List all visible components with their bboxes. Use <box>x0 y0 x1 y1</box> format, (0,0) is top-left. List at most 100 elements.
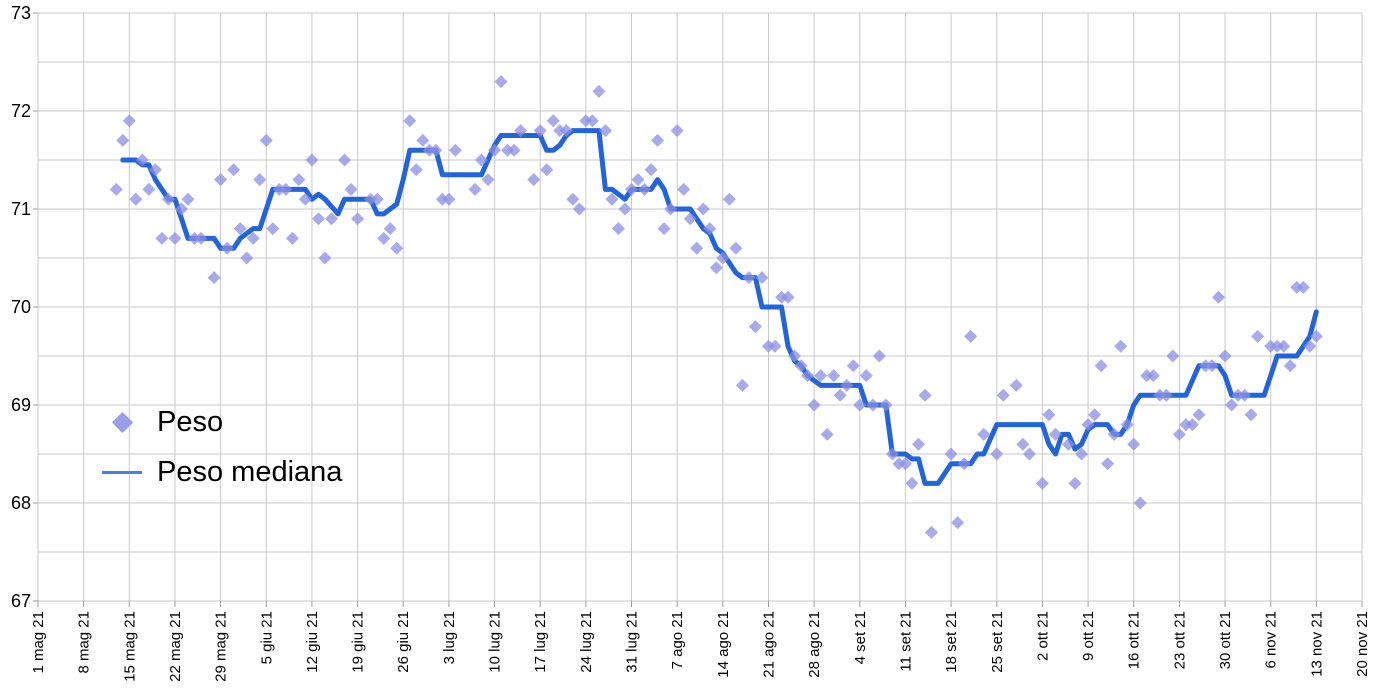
data-point-diamond[interactable] <box>422 143 436 157</box>
data-point-diamond[interactable] <box>338 153 352 167</box>
data-point-diamond[interactable] <box>324 212 338 226</box>
data-point-diamond[interactable] <box>1146 369 1160 383</box>
data-point-diamond[interactable] <box>1172 427 1186 441</box>
data-point-diamond[interactable] <box>481 173 495 187</box>
data-point-diamond[interactable] <box>161 192 175 206</box>
data-point-diamond[interactable] <box>1212 290 1226 304</box>
data-point-diamond[interactable] <box>383 222 397 236</box>
data-point-diamond[interactable] <box>1309 329 1323 343</box>
data-point-diamond[interactable] <box>598 124 612 138</box>
data-point-diamond[interactable] <box>129 192 143 206</box>
data-point-diamond[interactable] <box>1120 418 1134 432</box>
data-point-diamond[interactable] <box>742 271 756 285</box>
data-point-diamond[interactable] <box>644 163 658 177</box>
data-point-diamond[interactable] <box>253 173 267 187</box>
data-point-diamond[interactable] <box>1016 437 1030 451</box>
data-point-diamond[interactable] <box>1251 329 1265 343</box>
data-point-diamond[interactable] <box>116 133 130 147</box>
data-point-diamond[interactable] <box>1270 339 1284 353</box>
data-point-diamond[interactable] <box>494 75 508 89</box>
data-point-diamond[interactable] <box>1290 280 1304 294</box>
data-point-diamond[interactable] <box>951 516 965 530</box>
data-point-diamond[interactable] <box>1244 408 1258 422</box>
data-point-diamond[interactable] <box>311 212 325 226</box>
data-point-diamond[interactable] <box>585 114 599 128</box>
data-point-diamond[interactable] <box>625 182 639 196</box>
data-point-diamond[interactable] <box>1185 418 1199 432</box>
data-point-diamond[interactable] <box>1179 418 1193 432</box>
data-point-diamond[interactable] <box>540 163 554 177</box>
data-point-diamond[interactable] <box>1022 447 1036 461</box>
data-point-diamond[interactable] <box>1009 378 1023 392</box>
data-point-diamond[interactable] <box>292 173 306 187</box>
data-point-diamond[interactable] <box>690 241 704 255</box>
data-point-diamond[interactable] <box>214 173 228 187</box>
legend-item-peso-mediana[interactable]: Peso mediana <box>99 447 342 497</box>
data-point-diamond[interactable] <box>1140 369 1154 383</box>
data-point-diamond[interactable] <box>546 114 560 128</box>
data-point-diamond[interactable] <box>559 124 573 138</box>
data-point-diamond[interactable] <box>501 143 515 157</box>
data-point-diamond[interactable] <box>553 124 567 138</box>
data-point-diamond[interactable] <box>122 114 136 128</box>
data-point-diamond[interactable] <box>409 163 423 177</box>
data-point-diamond[interactable] <box>722 192 736 206</box>
data-point-diamond[interactable] <box>990 447 1004 461</box>
data-point-diamond[interactable] <box>181 192 195 206</box>
data-point-diamond[interactable] <box>488 143 502 157</box>
data-point-diamond[interactable] <box>853 398 867 412</box>
data-point-diamond[interactable] <box>403 114 417 128</box>
data-point-diamond[interactable] <box>1035 476 1049 490</box>
data-point-diamond[interactable] <box>351 212 365 226</box>
data-point-diamond[interactable] <box>735 378 749 392</box>
data-point-diamond[interactable] <box>996 388 1010 402</box>
data-point-diamond[interactable] <box>657 222 671 236</box>
data-point-diamond[interactable] <box>188 231 202 245</box>
data-point-diamond[interactable] <box>1198 359 1212 373</box>
data-point-diamond[interactable] <box>892 457 906 471</box>
data-point-diamond[interactable] <box>944 447 958 461</box>
data-point-diamond[interactable] <box>468 182 482 196</box>
data-point-diamond[interactable] <box>429 143 443 157</box>
data-point-diamond[interactable] <box>1166 349 1180 363</box>
data-point-diamond[interactable] <box>279 182 293 196</box>
data-point-diamond[interactable] <box>761 339 775 353</box>
data-point-diamond[interactable] <box>872 349 886 363</box>
data-point-diamond[interactable] <box>148 163 162 177</box>
data-point-diamond[interactable] <box>227 163 241 177</box>
data-point-diamond[interactable] <box>964 329 978 343</box>
data-point-diamond[interactable] <box>846 359 860 373</box>
data-point-diamond[interactable] <box>670 124 684 138</box>
data-point-diamond[interactable] <box>572 202 586 216</box>
data-point-diamond[interactable] <box>1192 408 1206 422</box>
data-point-diamond[interactable] <box>416 133 430 147</box>
data-point-diamond[interactable] <box>1283 359 1297 373</box>
data-point-diamond[interactable] <box>1225 398 1239 412</box>
data-point-diamond[interactable] <box>1218 349 1232 363</box>
data-point-diamond[interactable] <box>1153 388 1167 402</box>
data-point-diamond[interactable] <box>298 192 312 206</box>
data-point-diamond[interactable] <box>109 182 123 196</box>
data-point-diamond[interactable] <box>1094 359 1108 373</box>
data-point-diamond[interactable] <box>677 182 691 196</box>
data-point-diamond[interactable] <box>233 222 247 236</box>
data-point-diamond[interactable] <box>885 447 899 461</box>
data-point-diamond[interactable] <box>174 202 188 216</box>
data-point-diamond[interactable] <box>207 271 221 285</box>
data-point-diamond[interactable] <box>807 398 821 412</box>
data-point-diamond[interactable] <box>1062 437 1076 451</box>
data-point-diamond[interactable] <box>611 222 625 236</box>
data-point-diamond[interactable] <box>1133 496 1147 510</box>
data-point-diamond[interactable] <box>605 192 619 206</box>
data-point-diamond[interactable] <box>579 114 593 128</box>
data-point-diamond[interactable] <box>618 202 632 216</box>
data-point-diamond[interactable] <box>442 192 456 206</box>
data-point-diamond[interactable] <box>1264 339 1278 353</box>
data-point-diamond[interactable] <box>285 231 299 245</box>
data-point-diamond[interactable] <box>683 212 697 226</box>
data-point-diamond[interactable] <box>527 173 541 187</box>
data-point-diamond[interactable] <box>833 388 847 402</box>
data-point-diamond[interactable] <box>390 241 404 255</box>
data-point-diamond[interactable] <box>827 369 841 383</box>
data-point-diamond[interactable] <box>1238 388 1252 402</box>
